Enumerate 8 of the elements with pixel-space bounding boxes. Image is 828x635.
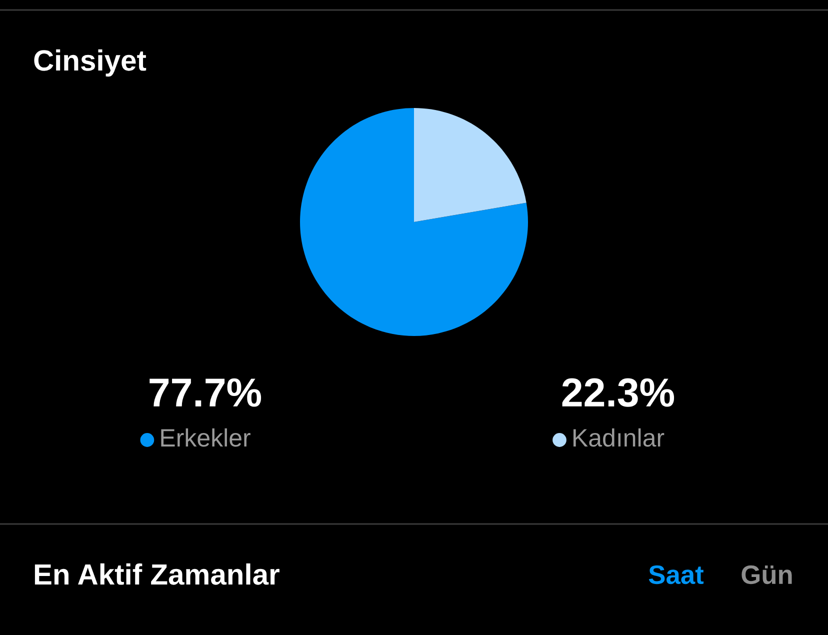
text: En Aktif Zamanlar (34, 563, 280, 585)
data-label: 22.3% (562, 378, 674, 407)
text: Gün (742, 565, 792, 584)
chart-title: Cinsiyet (34, 49, 146, 77)
data-label: 77.7% (150, 378, 262, 407)
text: Saat (648, 565, 704, 584)
legend-label: Erkekler (161, 428, 250, 447)
legend-label: Kadınlar (573, 428, 664, 447)
